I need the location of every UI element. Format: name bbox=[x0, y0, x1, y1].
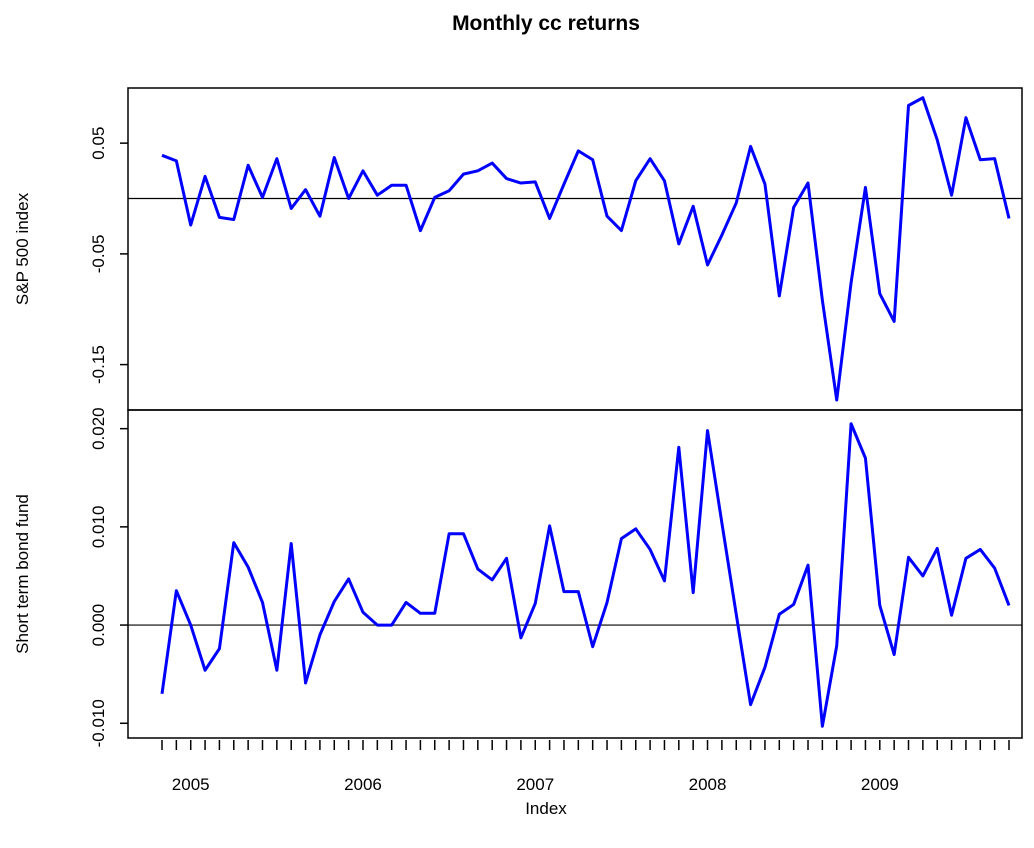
y-tick-label: 0.000 bbox=[89, 604, 108, 647]
data-line bbox=[160, 422, 1011, 728]
y-axis-label: Short term bond fund bbox=[13, 494, 32, 654]
y-tick-label: 0.020 bbox=[89, 407, 108, 450]
y-tick-label: -0.05 bbox=[89, 234, 108, 273]
y-axis-label: S&P 500 index bbox=[13, 192, 32, 305]
x-tick-label: 2006 bbox=[344, 775, 382, 794]
x-tick-label: 2009 bbox=[861, 775, 899, 794]
y-tick-label: 0.010 bbox=[89, 506, 108, 549]
x-tick-label: 2008 bbox=[689, 775, 727, 794]
x-axis-label: Index bbox=[525, 799, 567, 818]
y-tick-label: -0.15 bbox=[89, 345, 108, 384]
chart-title: Monthly cc returns bbox=[452, 12, 640, 35]
data-line bbox=[161, 96, 1011, 402]
x-tick-label: 2007 bbox=[516, 775, 554, 794]
panel-box bbox=[127, 87, 1023, 411]
y-tick-label: 0.05 bbox=[89, 127, 108, 160]
y-tick-label: -0.010 bbox=[89, 699, 108, 747]
panel-box bbox=[127, 409, 1023, 739]
x-tick-label: 2005 bbox=[172, 775, 210, 794]
